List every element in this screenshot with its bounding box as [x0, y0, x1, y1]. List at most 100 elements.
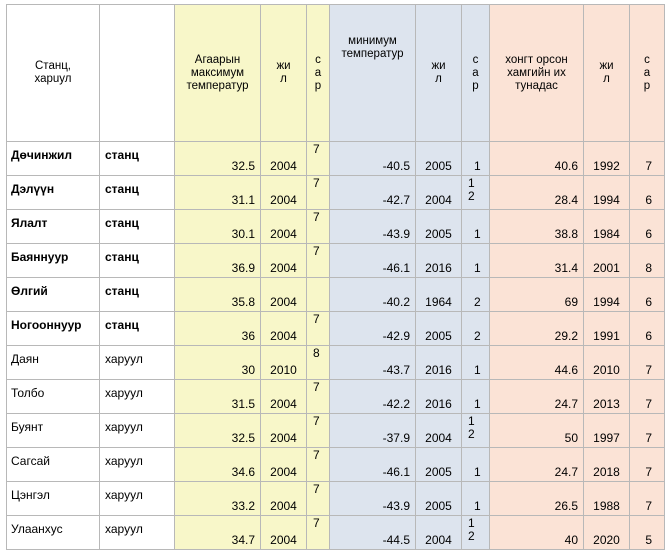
max-temp-cell: 31.5 [174, 379, 261, 414]
station-type-cell: харуул [99, 379, 175, 414]
header-precip-year: жи л [583, 4, 630, 142]
max-month-cell: 7 [306, 515, 330, 550]
max-year-cell: 2004 [260, 481, 307, 516]
max-temp-cell: 35.8 [174, 277, 261, 312]
max-month-cell: 7 [306, 175, 330, 210]
max-year-cell: 2010 [260, 345, 307, 380]
max-month-cell: 7 [306, 379, 330, 414]
precip-year-cell: 2020 [583, 515, 630, 550]
header-precip: хонгт орсон хамгийн их тунадас [489, 4, 584, 142]
max-year-cell: 2004 [260, 141, 307, 176]
min-temp-cell: -46.1 [329, 447, 416, 482]
min-temp-cell: -43.9 [329, 209, 416, 244]
min-month-cell: 1 [461, 209, 490, 244]
precip-year-cell: 2010 [583, 345, 630, 380]
station-type-cell: станц [99, 277, 175, 312]
max-month-cell: 8 [306, 345, 330, 380]
min-month-cell: 2 [461, 277, 490, 312]
precip-cell: 28.4 [489, 175, 584, 210]
min-year-cell: 2004 [415, 413, 462, 448]
min-year-cell: 1964 [415, 277, 462, 312]
min-month-cell: 1 [461, 447, 490, 482]
min-month-cell: 1 [461, 243, 490, 278]
table-body: Дөчинжил станц 32.5 2004 7 -40.5 2005 1 40.6 1992… [6, 141, 665, 550]
max-year-cell: 2004 [260, 515, 307, 550]
min-month-cell: 2 [461, 311, 490, 346]
max-month-cell [306, 277, 330, 312]
max-month-cell: 7 [306, 141, 330, 176]
max-year-cell: 2004 [260, 413, 307, 448]
min-year-cell: 2005 [415, 311, 462, 346]
precip-cell: 40.6 [489, 141, 584, 176]
min-month-cell: 1 2 [461, 175, 490, 210]
table-row: Ялалт станц 30.1 2004 7 -43.9 2005 1 38.8 1984 6 [6, 209, 665, 244]
min-month-cell: 1 2 [461, 515, 490, 550]
max-temp-cell: 33.2 [174, 481, 261, 516]
max-temp-cell: 34.7 [174, 515, 261, 550]
max-year-cell: 2004 [260, 209, 307, 244]
station-name-cell: Ногооннуур [6, 311, 100, 346]
precip-cell: 50 [489, 413, 584, 448]
precip-month-cell: 7 [629, 345, 665, 380]
climate-table-container: Станц, харuул Агаарын максимум температу… [6, 4, 665, 550]
precip-month-cell: 7 [629, 481, 665, 516]
station-name-cell: Даян [6, 345, 100, 380]
min-month-cell: 1 [461, 141, 490, 176]
min-year-cell: 2005 [415, 481, 462, 516]
station-type-cell: станц [99, 243, 175, 278]
min-temp-cell: -46.1 [329, 243, 416, 278]
precip-year-cell: 2018 [583, 447, 630, 482]
header-min-month: с а р [461, 4, 490, 142]
max-year-cell: 2004 [260, 379, 307, 414]
min-year-cell: 2005 [415, 141, 462, 176]
header-min-temp: минимум температур [329, 4, 416, 142]
station-type-cell: станц [99, 141, 175, 176]
max-year-cell: 2004 [260, 311, 307, 346]
max-year-cell: 2004 [260, 447, 307, 482]
max-temp-cell: 30.1 [174, 209, 261, 244]
max-temp-cell: 36.9 [174, 243, 261, 278]
precip-cell: 44.6 [489, 345, 584, 380]
station-type-cell: харуул [99, 413, 175, 448]
station-name-cell: Дэлүүн [6, 175, 100, 210]
precip-month-cell: 7 [629, 447, 665, 482]
station-type-cell: станц [99, 209, 175, 244]
precip-month-cell: 6 [629, 311, 665, 346]
min-temp-cell: -40.2 [329, 277, 416, 312]
min-temp-cell: -44.5 [329, 515, 416, 550]
min-year-cell: 2016 [415, 379, 462, 414]
min-temp-cell: -37.9 [329, 413, 416, 448]
station-type-cell: харуул [99, 515, 175, 550]
max-month-cell: 7 [306, 413, 330, 448]
table-row: Дөчинжил станц 32.5 2004 7 -40.5 2005 1 40.6 1992… [6, 141, 665, 176]
station-name-cell: Цэнгэл [6, 481, 100, 516]
climate-records-table: Станц, харuул Агаарын максимум температу… [6, 4, 665, 550]
max-month-cell: 7 [306, 209, 330, 244]
precip-cell: 24.7 [489, 379, 584, 414]
min-temp-cell: -40.5 [329, 141, 416, 176]
precip-month-cell: 7 [629, 413, 665, 448]
min-year-cell: 2004 [415, 175, 462, 210]
station-name-cell: Ялалт [6, 209, 100, 244]
station-name-cell: Дөчинжил [6, 141, 100, 176]
precip-month-cell: 6 [629, 175, 665, 210]
station-name-cell: Толбо [6, 379, 100, 414]
max-temp-cell: 31.1 [174, 175, 261, 210]
precip-year-cell: 1984 [583, 209, 630, 244]
max-month-cell: 7 [306, 243, 330, 278]
precip-cell: 29.2 [489, 311, 584, 346]
header-max-temp: Агаарын максимум температур [174, 4, 261, 142]
station-type-cell: станц [99, 175, 175, 210]
table-row: Толбо харуул 31.5 2004 7 -42.2 2016 1 24.7 2013 7 [6, 379, 665, 414]
precip-year-cell: 1997 [583, 413, 630, 448]
station-type-cell: станц [99, 311, 175, 346]
precip-year-cell: 1994 [583, 175, 630, 210]
precip-month-cell: 7 [629, 141, 665, 176]
precip-cell: 31.4 [489, 243, 584, 278]
precip-cell: 24.7 [489, 447, 584, 482]
max-temp-cell: 32.5 [174, 141, 261, 176]
precip-year-cell: 1988 [583, 481, 630, 516]
precip-cell: 69 [489, 277, 584, 312]
min-year-cell: 2004 [415, 515, 462, 550]
precip-month-cell: 6 [629, 277, 665, 312]
